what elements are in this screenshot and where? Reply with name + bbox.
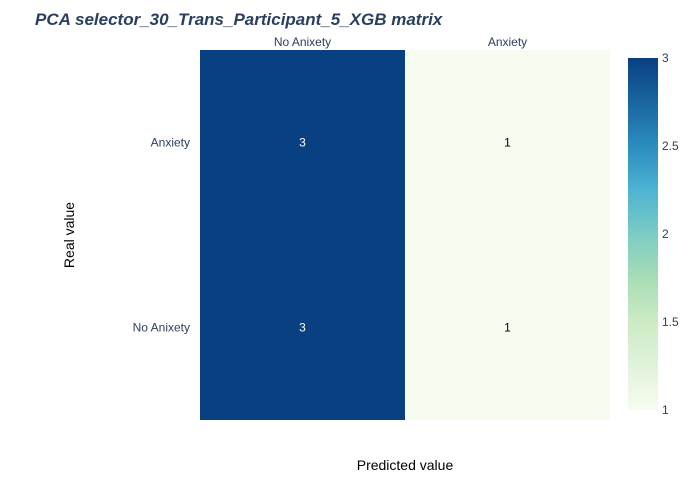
heatmap-cell-1-2 bbox=[405, 50, 610, 235]
cell-value-label-2-2: 1 bbox=[504, 321, 511, 335]
colorbar-tick-label: 1 bbox=[662, 403, 669, 417]
colorbar-tick-label: 3 bbox=[662, 51, 669, 65]
cell-value-label-1-1: 3 bbox=[299, 136, 306, 150]
heatmap-cell-2-2 bbox=[405, 235, 610, 420]
chart-title: PCA selector_30_Trans_Participant_5_XGB … bbox=[35, 10, 444, 29]
heatmap-cell-2-1 bbox=[200, 235, 405, 420]
x-axis-title: Predicted value bbox=[357, 457, 454, 473]
colorbar-ticks: 1 1.5 2 2.5 3 bbox=[662, 51, 679, 417]
y-tick-label: No Anixety bbox=[133, 321, 190, 335]
cell-value-label-2-1: 3 bbox=[299, 321, 306, 335]
heatmap-cells: 3 1 3 1 bbox=[200, 50, 610, 420]
y-axis-title: Real value bbox=[61, 202, 77, 268]
colorbar-tick-label: 2 bbox=[662, 227, 669, 241]
y-tick-label: Anxiety bbox=[151, 136, 190, 150]
y-axis-ticks: Anxiety No Anixety bbox=[133, 136, 190, 335]
x-tick-label: No Anixety bbox=[274, 35, 331, 49]
colorbar-tick-label: 1.5 bbox=[662, 315, 679, 329]
cell-value-label-1-2: 1 bbox=[504, 136, 511, 150]
x-axis-ticks: No Anixety Anxiety bbox=[274, 35, 527, 49]
x-tick-label: Anxiety bbox=[488, 35, 527, 49]
heatmap-cell-1-1 bbox=[200, 50, 405, 235]
colorbar-tick-label: 2.5 bbox=[662, 139, 679, 153]
colorbar bbox=[628, 58, 658, 410]
